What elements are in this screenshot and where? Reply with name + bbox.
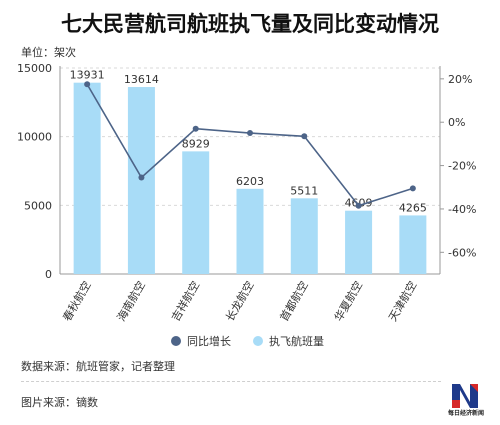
x-tick-label: 春秋航空 bbox=[60, 279, 94, 324]
bar-value-label: 6203 bbox=[236, 175, 264, 188]
y-right-tick-label: -40% bbox=[448, 203, 476, 216]
y-right-tick-label: -20% bbox=[448, 160, 476, 173]
divider bbox=[21, 381, 441, 382]
image-credit: 图片来源：镝数 bbox=[21, 396, 98, 409]
legend-marker-line bbox=[171, 336, 181, 346]
y-left-tick-label: 5000 bbox=[24, 199, 52, 212]
growth-point bbox=[192, 125, 199, 132]
y-right-tick-label: -60% bbox=[448, 246, 476, 259]
nbd-logo-icon bbox=[452, 384, 478, 408]
unit-label: 单位：架次 bbox=[21, 46, 76, 59]
growth-point bbox=[355, 202, 362, 209]
legend-label: 同比增长 bbox=[187, 334, 231, 348]
chart-title: 七大民营航司航班执飞量及同比变动情况 bbox=[61, 12, 439, 36]
x-tick-label: 吉祥航空 bbox=[168, 279, 202, 324]
bar bbox=[73, 82, 101, 274]
y-left-tick-label: 0 bbox=[45, 268, 52, 281]
growth-point bbox=[409, 185, 416, 192]
growth-point bbox=[138, 174, 145, 181]
bar-value-label: 5511 bbox=[290, 184, 318, 197]
y-left-tick-label: 15000 bbox=[17, 62, 52, 75]
bar bbox=[290, 198, 318, 274]
x-tick-label: 首都航空 bbox=[277, 279, 311, 324]
bar-value-label: 13931 bbox=[70, 69, 105, 82]
bar bbox=[345, 210, 373, 274]
x-tick-label: 长龙航空 bbox=[222, 279, 256, 324]
legend-label: 执飞航班量 bbox=[269, 334, 324, 348]
x-tick-label: 华夏航空 bbox=[331, 279, 365, 324]
x-tick-label: 天津航空 bbox=[385, 279, 419, 324]
growth-point bbox=[247, 130, 253, 137]
bar-value-label: 4265 bbox=[399, 201, 427, 214]
logo-text: 每日经济新闻 bbox=[447, 410, 484, 417]
bar bbox=[236, 188, 264, 274]
y-right-tick-label: 20% bbox=[448, 73, 472, 86]
bar bbox=[127, 87, 155, 275]
source-note: 数据来源：航班管家，记者整理 bbox=[21, 360, 175, 373]
bar bbox=[399, 215, 427, 274]
legend-marker-bar bbox=[253, 336, 263, 346]
chart: 0 5000 10000 15000 20% 0% -20% -40% -60% 13931 春秋航… bbox=[17, 62, 476, 348]
growth-point bbox=[84, 81, 91, 88]
bar-value-label: 13614 bbox=[124, 73, 159, 86]
y-right-tick-label: 0% bbox=[448, 116, 465, 129]
bar bbox=[182, 151, 210, 274]
growth-point bbox=[301, 133, 308, 140]
bar-value-label: 8929 bbox=[182, 137, 210, 150]
y-left-tick-label: 10000 bbox=[17, 131, 52, 144]
x-tick-label: 海南航空 bbox=[114, 279, 148, 324]
